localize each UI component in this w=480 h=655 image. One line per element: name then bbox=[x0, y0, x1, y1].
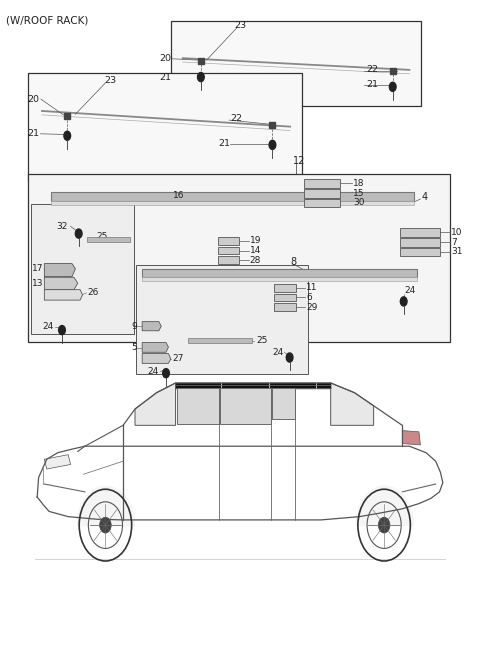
Bar bbox=[188, 338, 252, 343]
Bar bbox=[217, 247, 239, 254]
Circle shape bbox=[389, 83, 396, 92]
Circle shape bbox=[378, 517, 390, 533]
Bar bbox=[275, 293, 296, 301]
Polygon shape bbox=[142, 354, 171, 364]
Bar bbox=[142, 269, 417, 276]
Text: 30: 30 bbox=[353, 198, 365, 208]
Text: 23: 23 bbox=[234, 21, 246, 30]
Text: 23: 23 bbox=[104, 77, 116, 85]
Bar bbox=[51, 192, 414, 201]
Text: (W/ROOF RACK): (W/ROOF RACK) bbox=[6, 16, 88, 26]
Circle shape bbox=[269, 140, 276, 149]
Polygon shape bbox=[222, 383, 269, 390]
Bar bbox=[142, 276, 417, 280]
Bar bbox=[31, 204, 133, 334]
Text: 9: 9 bbox=[131, 322, 137, 331]
Bar bbox=[304, 179, 340, 188]
Bar bbox=[275, 303, 296, 311]
Text: 21: 21 bbox=[366, 81, 378, 89]
Bar bbox=[171, 21, 421, 105]
Circle shape bbox=[198, 73, 204, 82]
Circle shape bbox=[286, 353, 293, 362]
Polygon shape bbox=[270, 383, 316, 390]
Polygon shape bbox=[142, 322, 161, 331]
Bar bbox=[400, 238, 441, 247]
Text: 21: 21 bbox=[28, 129, 40, 138]
Text: 15: 15 bbox=[353, 189, 365, 198]
Text: 27: 27 bbox=[172, 354, 184, 364]
Text: 24: 24 bbox=[405, 286, 416, 295]
Circle shape bbox=[59, 326, 65, 335]
Text: 25: 25 bbox=[97, 232, 108, 240]
Circle shape bbox=[75, 229, 82, 238]
Text: 5: 5 bbox=[131, 343, 137, 352]
Text: 24: 24 bbox=[42, 322, 53, 331]
Polygon shape bbox=[176, 383, 221, 390]
Text: 29: 29 bbox=[306, 303, 318, 312]
Text: 8: 8 bbox=[290, 257, 296, 267]
Polygon shape bbox=[44, 290, 83, 300]
Bar bbox=[136, 265, 308, 375]
Polygon shape bbox=[135, 383, 176, 425]
Text: 18: 18 bbox=[353, 179, 365, 188]
Text: 7: 7 bbox=[451, 238, 456, 246]
Bar bbox=[28, 174, 450, 342]
Polygon shape bbox=[402, 430, 420, 445]
Circle shape bbox=[100, 517, 111, 533]
Text: 26: 26 bbox=[87, 288, 99, 297]
Polygon shape bbox=[44, 263, 75, 276]
Polygon shape bbox=[317, 383, 331, 390]
Text: 21: 21 bbox=[159, 73, 171, 82]
Bar bbox=[400, 229, 441, 237]
Bar bbox=[400, 248, 441, 256]
Text: 20: 20 bbox=[28, 95, 40, 103]
Bar bbox=[304, 189, 340, 198]
Text: 6: 6 bbox=[306, 293, 312, 302]
Text: 22: 22 bbox=[366, 66, 378, 75]
Circle shape bbox=[163, 369, 169, 378]
Text: 10: 10 bbox=[451, 228, 462, 236]
Polygon shape bbox=[142, 343, 168, 352]
Text: 24: 24 bbox=[273, 348, 284, 357]
Text: 21: 21 bbox=[218, 139, 230, 148]
Text: 22: 22 bbox=[230, 114, 242, 123]
Polygon shape bbox=[177, 388, 218, 424]
Bar bbox=[217, 256, 239, 264]
Circle shape bbox=[400, 297, 407, 306]
Text: 25: 25 bbox=[257, 336, 268, 345]
Text: 31: 31 bbox=[451, 248, 462, 256]
Text: 19: 19 bbox=[250, 236, 261, 245]
Text: 11: 11 bbox=[306, 283, 318, 292]
Polygon shape bbox=[331, 383, 373, 425]
Bar bbox=[217, 237, 239, 245]
Circle shape bbox=[64, 131, 71, 140]
Text: 12: 12 bbox=[292, 156, 305, 166]
Polygon shape bbox=[273, 388, 295, 419]
Polygon shape bbox=[44, 455, 71, 469]
Bar bbox=[304, 199, 340, 208]
Text: 32: 32 bbox=[56, 222, 68, 231]
Bar bbox=[28, 73, 302, 181]
Text: 17: 17 bbox=[33, 265, 44, 273]
Polygon shape bbox=[220, 388, 271, 424]
Text: 20: 20 bbox=[159, 54, 171, 64]
Bar bbox=[87, 238, 130, 242]
Text: 24: 24 bbox=[147, 367, 158, 377]
Text: 13: 13 bbox=[32, 279, 43, 288]
Text: 16: 16 bbox=[173, 191, 185, 200]
Text: 14: 14 bbox=[250, 246, 261, 255]
Text: 4: 4 bbox=[421, 192, 428, 202]
Bar bbox=[51, 201, 414, 205]
Text: 28: 28 bbox=[250, 256, 261, 265]
Bar bbox=[275, 284, 296, 291]
Polygon shape bbox=[44, 277, 78, 290]
